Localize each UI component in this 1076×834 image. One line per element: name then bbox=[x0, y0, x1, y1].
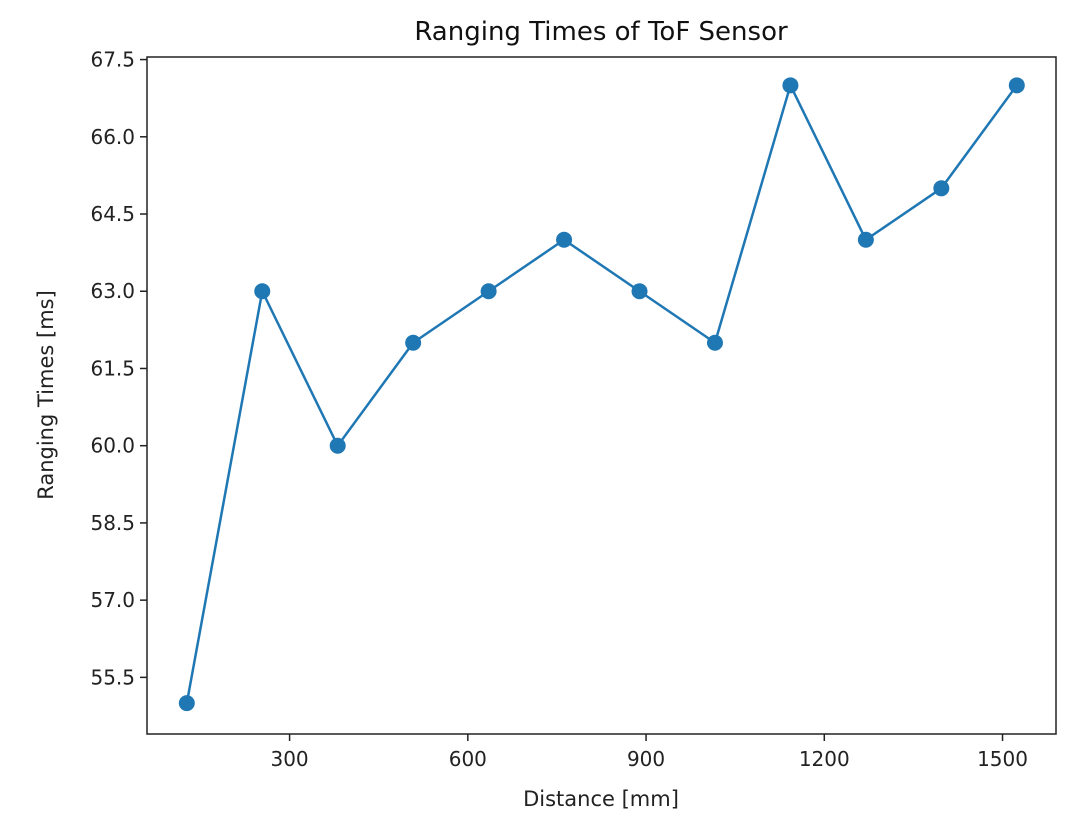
x-axis-ticks: 300 600 900 1200 1500 bbox=[270, 734, 1028, 771]
y-tick-label: 60.0 bbox=[90, 434, 135, 458]
data-point bbox=[933, 180, 950, 197]
data-point bbox=[480, 283, 497, 300]
y-tick-label: 67.5 bbox=[90, 48, 135, 72]
data-point bbox=[1008, 77, 1025, 94]
y-axis-ticks: 55.5 57.0 58.5 60.0 61.5 63.0 64.5 66.0 67.5 bbox=[90, 48, 147, 689]
plot-area-frame bbox=[146, 56, 1057, 735]
y-axis-label: Ranging Times [ms] bbox=[34, 290, 58, 500]
data-point bbox=[405, 334, 422, 351]
x-tick-label: 1500 bbox=[977, 747, 1028, 771]
data-point bbox=[178, 695, 195, 712]
y-tick-label: 57.0 bbox=[90, 588, 135, 612]
x-tick-label: 1200 bbox=[799, 747, 850, 771]
y-tick-label: 64.5 bbox=[90, 202, 135, 226]
data-point bbox=[706, 334, 723, 351]
chart-title: Ranging Times of ToF Sensor bbox=[414, 17, 788, 47]
x-axis-label: Distance [mm] bbox=[523, 787, 679, 811]
series-line bbox=[185, 84, 1018, 704]
data-point bbox=[329, 437, 346, 454]
y-tick-label: 58.5 bbox=[90, 511, 135, 535]
y-tick-label: 63.0 bbox=[90, 279, 135, 303]
data-point bbox=[631, 283, 648, 300]
x-tick-label: 600 bbox=[449, 747, 487, 771]
data-point bbox=[556, 231, 573, 248]
series-layer bbox=[178, 77, 1025, 712]
data-point bbox=[857, 231, 874, 248]
data-point bbox=[254, 283, 271, 300]
y-tick-label: 66.0 bbox=[90, 125, 135, 149]
x-tick-label: 900 bbox=[627, 747, 665, 771]
y-tick-label: 55.5 bbox=[90, 665, 135, 689]
data-point bbox=[782, 77, 799, 94]
y-tick-label: 61.5 bbox=[90, 356, 135, 380]
x-tick-label: 300 bbox=[270, 747, 308, 771]
